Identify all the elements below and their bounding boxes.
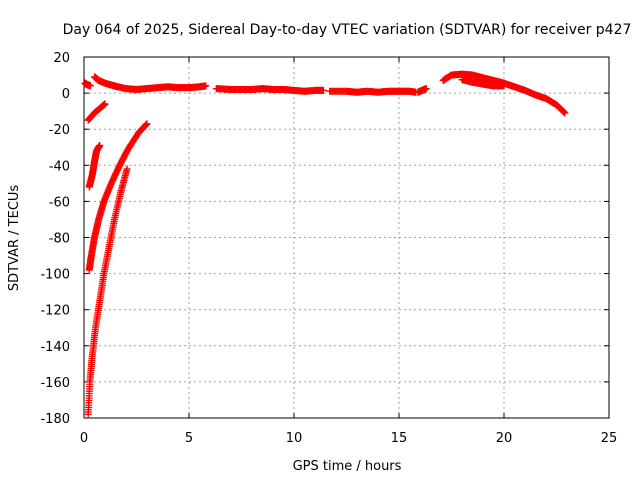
data-point: [86, 82, 94, 90]
series-arc-start: [81, 79, 94, 90]
data-point: [319, 86, 327, 94]
series-main-band-d: [414, 85, 430, 96]
data-point: [143, 120, 151, 128]
data-points: [81, 70, 569, 418]
x-tick-label: 25: [601, 431, 618, 446]
series-main-band-b: [212, 85, 327, 95]
chart-title: Day 064 of 2025, Sidereal Day-to-day VTE…: [63, 22, 632, 38]
y-tick-label: -100: [40, 268, 70, 283]
x-axis-ticks: 0 5 10 15 20 25: [80, 57, 617, 446]
x-axis-label: GPS time / hours: [293, 459, 402, 474]
x-tick-label: 0: [80, 431, 88, 446]
y-tick-label: -40: [49, 159, 70, 174]
data-point: [422, 85, 430, 93]
data-point: [561, 109, 569, 117]
y-tick-label: -140: [40, 340, 70, 355]
series-descent-3: [85, 120, 151, 274]
series-descent-1: [84, 100, 109, 124]
data-point: [123, 165, 131, 173]
series-descent-4: [84, 165, 131, 418]
plot-frame: [83, 56, 610, 419]
y-tick-label: -60: [49, 195, 70, 210]
series-descent-2: [85, 141, 104, 191]
x-tick-label: 20: [496, 431, 513, 446]
data-point: [202, 82, 210, 90]
x-tick-label: 10: [286, 431, 303, 446]
y-axis-ticks: 20 0 -20 -40 -60 -80 -100 -120 -140 -160 -180: [40, 51, 609, 427]
y-tick-label: 0: [62, 87, 70, 102]
y-tick-label: -80: [49, 232, 70, 247]
y-tick-label: -20: [49, 123, 70, 138]
series-evening-arc-lower: [458, 76, 508, 90]
y-tick-label: -180: [40, 412, 70, 427]
x-tick-label: 15: [391, 431, 408, 446]
y-tick-label: -120: [40, 304, 70, 319]
y-axis-label: SDTVAR / TECUs: [7, 185, 22, 292]
x-tick-label: 5: [185, 431, 193, 446]
y-tick-label: 20: [53, 51, 70, 66]
data-point: [101, 100, 109, 108]
series-main-band-c: [326, 87, 420, 96]
series-main-band-a: [91, 73, 210, 93]
gridlines: [84, 57, 609, 418]
data-point: [500, 82, 508, 90]
data-point: [96, 141, 104, 149]
y-tick-label: -160: [40, 376, 70, 391]
